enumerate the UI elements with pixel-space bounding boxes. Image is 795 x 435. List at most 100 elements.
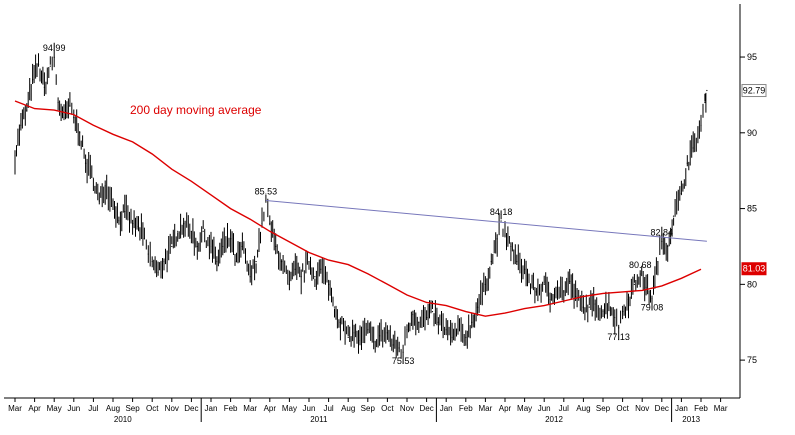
year-label: 2012	[545, 415, 563, 424]
price-point	[216, 261, 218, 263]
x-tick-label: Dec	[655, 404, 669, 413]
price-point	[73, 117, 75, 119]
price-point	[392, 344, 394, 346]
x-tick-label: Oct	[146, 404, 159, 413]
price-point	[275, 245, 277, 248]
price-point	[686, 162, 688, 164]
x-tick-label: Sep	[596, 404, 611, 413]
price-point	[398, 347, 400, 349]
year-label: 2010	[114, 415, 132, 424]
x-tick-label: Mar	[8, 404, 22, 413]
x-tick-label: May	[282, 404, 297, 413]
price-point	[594, 303, 596, 305]
data-label: 84.18	[490, 207, 513, 217]
price-point	[445, 329, 447, 331]
price-point	[182, 223, 185, 225]
price-point	[563, 291, 565, 293]
x-tick-label: Mar	[243, 404, 257, 413]
x-tick-label: Oct	[381, 404, 394, 413]
price-point	[412, 314, 414, 316]
price-point	[118, 220, 120, 222]
price-point	[196, 245, 198, 248]
x-tick-label: Jun	[67, 404, 80, 413]
x-tick-label: Mar	[479, 404, 493, 413]
price-point	[627, 298, 630, 301]
last-price-badge	[741, 84, 767, 98]
price-point	[622, 311, 624, 313]
price-point	[163, 261, 165, 263]
price-point	[137, 226, 140, 228]
year-label: 2013	[682, 415, 700, 424]
price-point	[79, 132, 81, 134]
price-point	[43, 86, 46, 88]
price-point	[177, 230, 179, 232]
price-point	[496, 238, 498, 240]
price-point	[37, 64, 40, 66]
series-marks	[14, 42, 708, 364]
x-tick-label: Jul	[559, 404, 569, 413]
price-point	[555, 286, 557, 288]
last-average-label: 81.03	[743, 264, 766, 274]
price-point	[706, 89, 708, 92]
data-label: 80.68	[629, 260, 652, 270]
price-series	[14, 42, 708, 364]
x-tick-label: Jan	[440, 404, 453, 413]
trend-line	[265, 200, 707, 242]
price-point	[378, 335, 381, 337]
price-point	[476, 306, 479, 308]
price-point	[484, 283, 486, 285]
price-point	[500, 220, 502, 222]
price-point	[582, 306, 585, 308]
price-point	[328, 283, 330, 285]
x-tick-label: Apr	[264, 404, 277, 413]
price-point	[26, 109, 28, 111]
price-point	[63, 117, 65, 119]
x-tick-label: Mar	[714, 404, 728, 413]
price-point	[98, 200, 100, 202]
price-point	[426, 317, 428, 319]
moving-average-label: 200 day moving average	[130, 103, 262, 117]
x-tick-label: Feb	[459, 404, 473, 413]
price-point	[633, 283, 635, 285]
x-tick-label: Dec	[419, 404, 433, 413]
price-point	[143, 238, 145, 240]
x-tick-label: Aug	[106, 404, 120, 413]
price-point	[320, 268, 322, 270]
price-point	[147, 253, 149, 255]
x-tick-label: Jan	[675, 404, 688, 413]
price-point	[249, 276, 251, 278]
price-point	[645, 286, 647, 288]
price-point	[373, 341, 375, 343]
price-point	[524, 268, 526, 270]
x-tick-label: Aug	[341, 404, 355, 413]
price-point	[347, 336, 349, 338]
price-point	[261, 223, 263, 225]
x-tick-label: Sep	[361, 404, 376, 413]
annotations: 200 day moving average 94.99 85.53 84.18 75.…	[43, 43, 767, 366]
axes: 75 80 85 90 95 Mar Apr May Jun Jul Aug Sep Oct Nov Dec…	[4, 4, 757, 424]
price-point	[510, 245, 512, 248]
x-tick-label: Jun	[303, 404, 316, 413]
price-point	[57, 101, 59, 104]
price-point	[112, 200, 114, 202]
price-point	[543, 283, 545, 285]
x-tick-label: Jul	[323, 404, 333, 413]
y-tick-label: 90	[747, 128, 757, 138]
x-tick-label: Jan	[205, 404, 218, 413]
x-tick-label: Nov	[165, 404, 179, 413]
price-point	[255, 261, 257, 263]
price-bars	[14, 42, 707, 364]
price-point	[406, 329, 408, 331]
price-point	[465, 336, 467, 338]
x-tick-label: Jun	[538, 404, 551, 413]
price-point	[104, 185, 106, 187]
price-point	[574, 295, 577, 298]
x-tick-label: Apr	[28, 404, 41, 413]
x-tick-label: Dec	[184, 404, 198, 413]
price-point	[602, 311, 604, 313]
price-point	[418, 321, 420, 323]
price-point	[451, 336, 453, 338]
last-price-label: 92.79	[743, 86, 766, 96]
price-point	[124, 211, 126, 213]
